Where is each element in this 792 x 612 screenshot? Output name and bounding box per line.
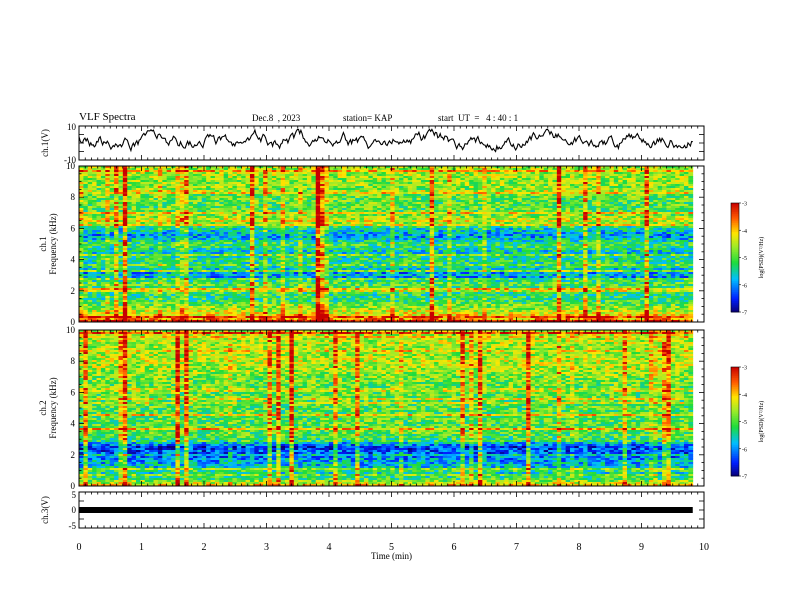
ch2-spectrogram-ytick-label: 4 — [71, 419, 76, 429]
x-tick-label: 10 — [699, 542, 709, 553]
x-tick-label: 8 — [577, 542, 582, 553]
ch1-spectrogram-ytick-label: 6 — [71, 223, 76, 233]
x-axis-label: Time (min) — [371, 551, 412, 561]
ch2-spectrogram-colorbar-tick-label: -7 — [742, 475, 747, 481]
ch1-spectrogram-ylabel-channel: ch.1 — [38, 236, 48, 251]
ch1-ytick-label: 10 — [67, 122, 77, 132]
x-tick-label: 0 — [77, 542, 82, 553]
ch1-spectrogram-colorbar — [731, 203, 739, 313]
ch2-spectrogram-colorbar-tick-label: -3 — [742, 366, 747, 372]
x-tick-label: 3 — [264, 542, 269, 553]
ch1-waveform-ylabel: ch.1(V) — [40, 129, 50, 157]
header-station: station= KAP — [343, 113, 392, 123]
ch1-spectrogram-colorbar-tick-label: -4 — [742, 229, 747, 235]
ch1-spectrogram-colorbar-tick-label: -7 — [742, 311, 747, 317]
header-start-time: start UT = 4 : 40 : 1 — [438, 113, 518, 123]
ch2-spectrogram-colorbar-label: log(PSD)(V²/Hz) — [758, 401, 765, 442]
ch2-spectrogram-colorbar-tick-label: -5 — [742, 420, 747, 426]
ch2-spectrogram-ytick-label: 6 — [71, 387, 76, 397]
ch2-spectrogram-ytick-label: 10 — [66, 325, 76, 335]
x-tick-label: 6 — [452, 542, 457, 553]
x-tick-label: 4 — [327, 542, 332, 553]
ch2-spectrogram-ytick-label: 2 — [71, 450, 76, 460]
x-tick-label: 5 — [389, 542, 394, 553]
x-tick-label: 9 — [639, 542, 644, 553]
ch2-spectrogram-colorbar — [731, 367, 739, 477]
ch2-spectrogram-ytick-label: 8 — [71, 356, 76, 366]
ch2-spectrogram-cells — [79, 330, 694, 487]
ch2-spectrogram-ytick-label: 0 — [71, 481, 76, 491]
x-tick-label: 1 — [139, 542, 144, 553]
ch2-spectrogram-colorbar-tick-label: -4 — [742, 393, 747, 399]
ch3-ytick-label: -5 — [69, 521, 77, 531]
header-date: Dec.8 , 2023 — [252, 113, 300, 123]
header-title: VLF Spectra — [79, 111, 136, 123]
ch1-spectrogram-cells — [79, 166, 694, 323]
ch1-spectrogram-colorbar-tick-label: -3 — [742, 202, 747, 208]
ch1-spectrogram-ylabel-frequency: Frequency (kHz) — [48, 213, 58, 274]
ch1-spectrogram-colorbar-tick-label: -5 — [742, 256, 747, 262]
x-tick-label: 2 — [202, 542, 207, 553]
ch3-ytick-label: 0 — [72, 505, 77, 515]
ch3-ytick-label: 5 — [72, 490, 77, 500]
ch1-spectrogram-colorbar-tick-label: -6 — [742, 283, 747, 289]
ch1-spectrogram-colorbar-label: log(PSD)(V²/Hz) — [758, 237, 765, 278]
ch2-spectrogram-ylabel-channel: ch.2 — [38, 400, 48, 415]
ch2-spectrogram-ylabel-frequency: Frequency (kHz) — [48, 377, 58, 438]
ch3-waveform-line — [79, 507, 693, 513]
ch1-spectrogram-ytick-label: 0 — [71, 317, 76, 327]
ch2-spectrogram-colorbar-tick-label: -6 — [742, 447, 747, 453]
ch1-spectrogram-ytick-label: 8 — [71, 192, 76, 202]
ch1-waveform-line — [78, 128, 693, 153]
ch1-spectrogram-ytick-label: 10 — [66, 161, 76, 171]
ch1-spectrogram-ytick-label: 2 — [71, 286, 76, 296]
ch3-waveform-ylabel: ch.3(V) — [40, 496, 50, 524]
x-tick-label: 7 — [514, 542, 519, 553]
ch1-ytick-label: -10 — [64, 155, 76, 165]
ch1-spectrogram-ytick-label: 4 — [71, 255, 76, 265]
